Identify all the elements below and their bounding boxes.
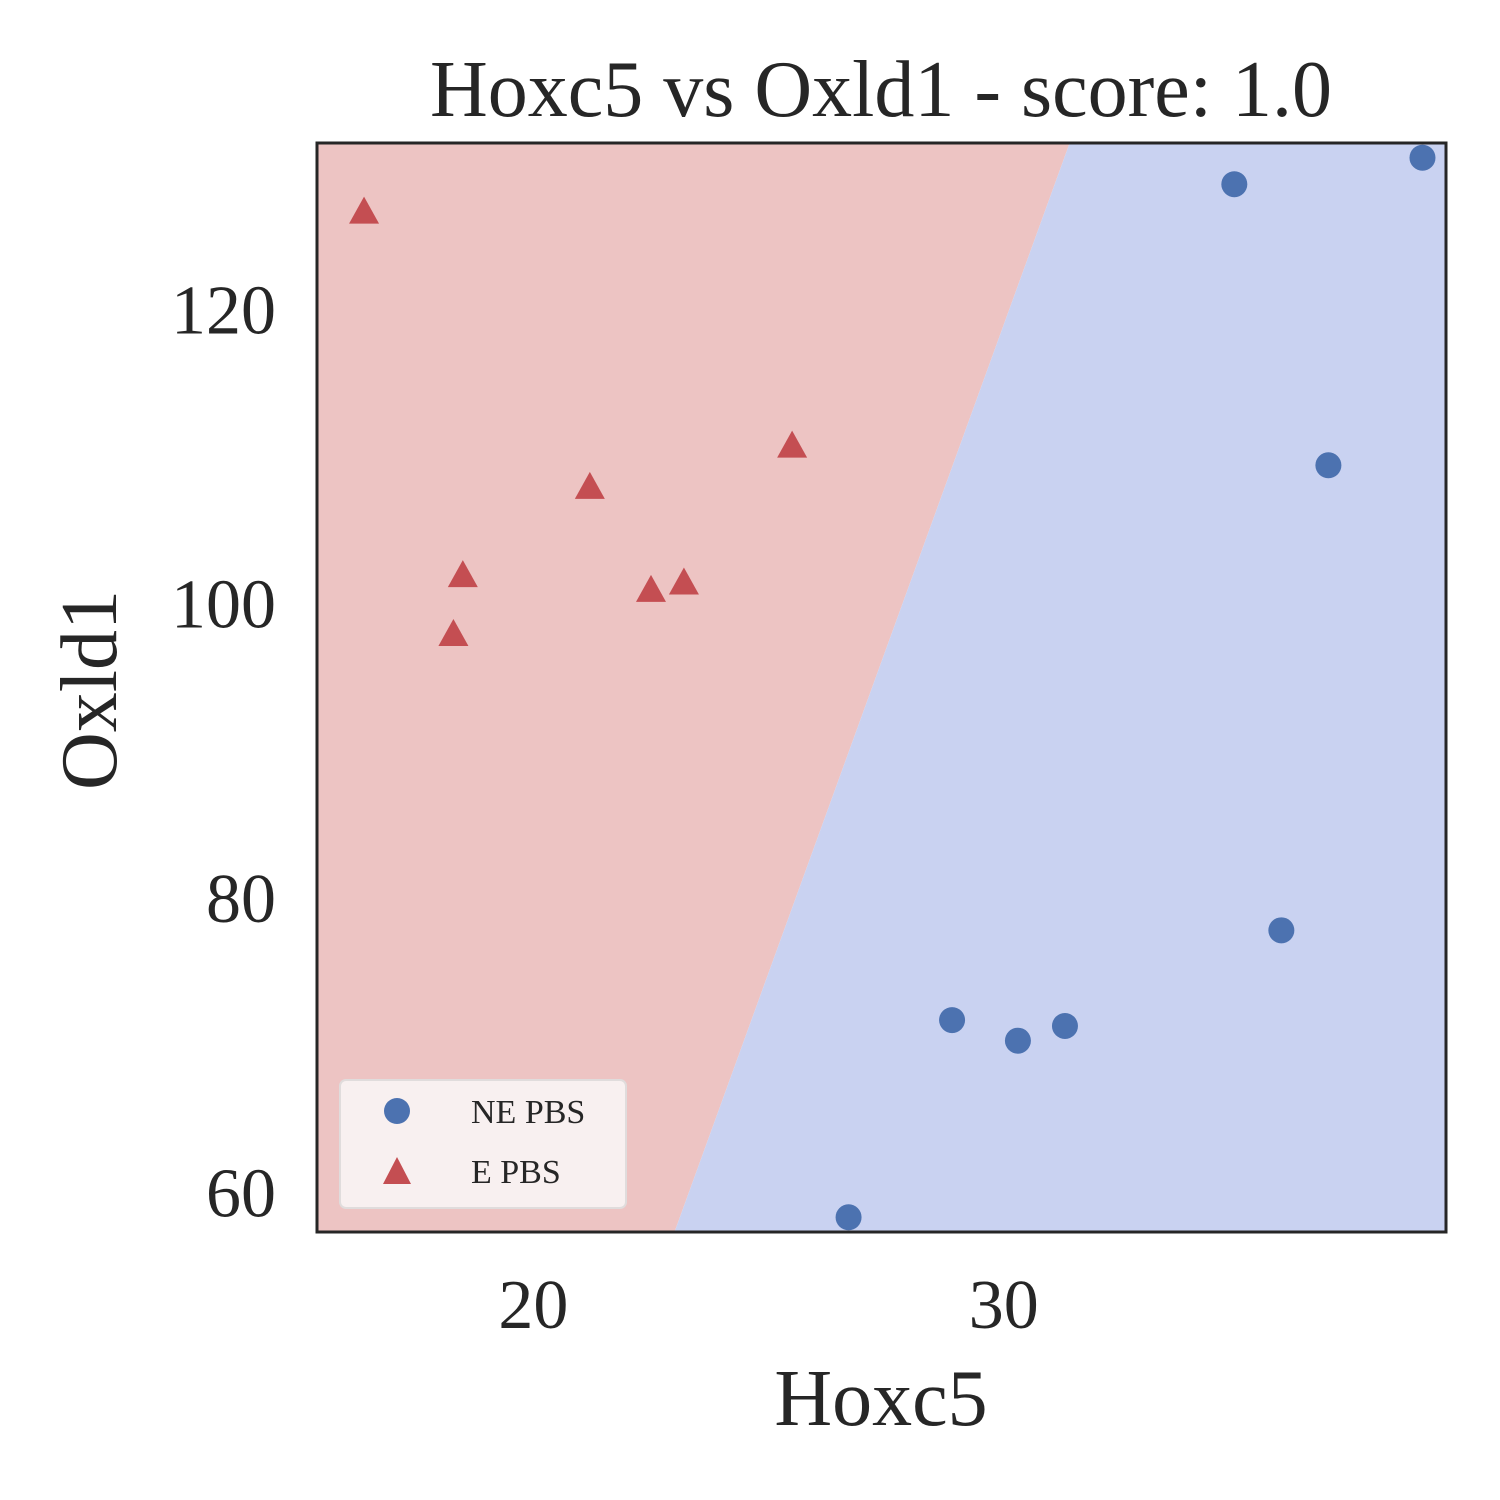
x-axis-label: Hoxc5 <box>774 1355 987 1443</box>
data-point-e-pbs <box>438 618 469 646</box>
decision-region-e-pbs <box>317 143 1070 1232</box>
data-point-e-pbs <box>349 196 380 224</box>
plot-frame <box>315 141 1448 1234</box>
legend-marker-e-pbs <box>383 1157 411 1184</box>
data-point-ne-pbs <box>835 1204 862 1231</box>
data-point-e-pbs <box>635 574 666 602</box>
y-tick-label: 100 <box>171 567 276 644</box>
data-point-ne-pbs <box>1268 917 1295 944</box>
legend-marker-ne-pbs <box>384 1098 410 1124</box>
data-point-e-pbs <box>574 471 605 499</box>
legend-label-e-pbs: E PBS <box>471 1154 561 1191</box>
data-point-e-pbs <box>777 430 808 458</box>
data-point-ne-pbs <box>1315 452 1342 479</box>
chart-title: Hoxc5 vs Oxld1 - score: 1.0 <box>430 46 1332 134</box>
legend-box <box>339 1079 627 1209</box>
y-axis-label: Oxld1 <box>46 590 134 790</box>
data-point-ne-pbs <box>1221 171 1248 198</box>
x-tick-label: 20 <box>498 1267 568 1344</box>
y-tick-label: 80 <box>206 861 276 938</box>
data-point-e-pbs <box>668 567 699 595</box>
legend-label-ne-pbs: NE PBS <box>471 1094 585 1131</box>
y-tick-label: 60 <box>206 1155 276 1232</box>
data-point-ne-pbs <box>1004 1027 1031 1054</box>
data-point-e-pbs <box>447 560 478 588</box>
y-tick-label: 120 <box>171 272 276 349</box>
data-point-ne-pbs <box>1409 144 1436 171</box>
data-point-ne-pbs <box>939 1007 966 1034</box>
decision-region-ne-pbs <box>674 143 1446 1232</box>
data-point-ne-pbs <box>1051 1012 1078 1039</box>
legend: NE PBS E PBS <box>339 1079 627 1209</box>
x-tick-label: 30 <box>969 1267 1039 1344</box>
